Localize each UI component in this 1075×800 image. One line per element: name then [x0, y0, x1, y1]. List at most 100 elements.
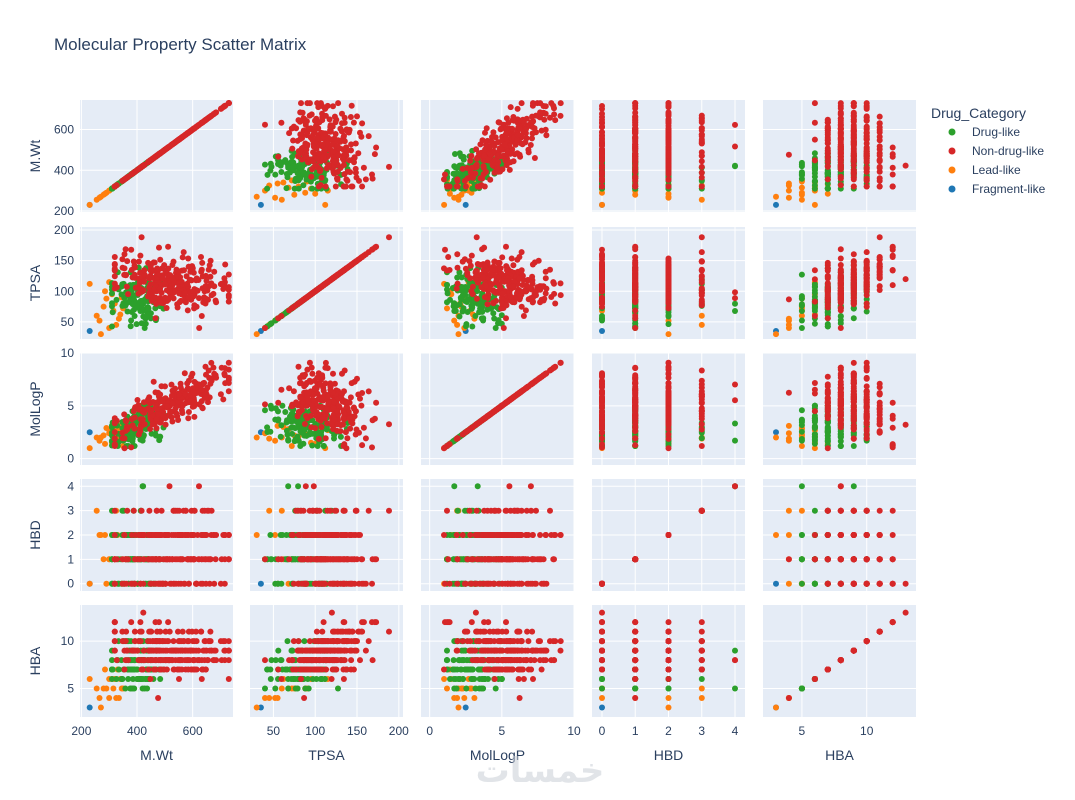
- data-point-non-drug-like[interactable]: [837, 182, 844, 189]
- data-point-non-drug-like[interactable]: [514, 256, 521, 263]
- data-point-non-drug-like[interactable]: [542, 290, 549, 297]
- data-point-non-drug-like[interactable]: [225, 388, 232, 395]
- data-point-non-drug-like[interactable]: [477, 141, 484, 148]
- data-point-non-drug-like[interactable]: [335, 100, 342, 107]
- data-point-non-drug-like[interactable]: [168, 381, 175, 388]
- data-point-drug-like[interactable]: [824, 185, 831, 192]
- data-point-non-drug-like[interactable]: [262, 401, 268, 408]
- data-point-non-drug-like[interactable]: [632, 155, 639, 162]
- data-point-non-drug-like[interactable]: [202, 117, 209, 124]
- data-point-non-drug-like[interactable]: [365, 388, 372, 395]
- data-point-non-drug-like[interactable]: [174, 304, 181, 311]
- data-point-drug-like[interactable]: [811, 163, 818, 170]
- data-point-non-drug-like[interactable]: [302, 371, 308, 378]
- data-point-non-drug-like[interactable]: [131, 425, 138, 432]
- data-point-non-drug-like[interactable]: [824, 176, 831, 183]
- data-point-non-drug-like[interactable]: [141, 267, 148, 274]
- data-point-non-drug-like[interactable]: [348, 183, 355, 190]
- data-point-drug-like[interactable]: [295, 185, 302, 192]
- data-point-non-drug-like[interactable]: [863, 268, 870, 274]
- data-point-drug-like[interactable]: [462, 284, 469, 290]
- data-point-non-drug-like[interactable]: [811, 157, 818, 164]
- data-point-non-drug-like[interactable]: [850, 162, 857, 169]
- data-point-non-drug-like[interactable]: [876, 124, 883, 131]
- data-point-non-drug-like[interactable]: [837, 100, 844, 107]
- data-point-non-drug-like[interactable]: [207, 380, 214, 387]
- data-point-non-drug-like[interactable]: [347, 169, 354, 176]
- data-point-non-drug-like[interactable]: [325, 278, 332, 285]
- data-point-non-drug-like[interactable]: [351, 259, 357, 266]
- data-point-non-drug-like[interactable]: [522, 288, 529, 295]
- data-point-non-drug-like[interactable]: [134, 397, 141, 403]
- data-point-non-drug-like[interactable]: [464, 175, 471, 182]
- data-point-non-drug-like[interactable]: [362, 176, 369, 183]
- data-point-non-drug-like[interactable]: [473, 161, 480, 168]
- data-point-drug-like[interactable]: [285, 437, 292, 444]
- data-point-non-drug-like[interactable]: [128, 266, 135, 273]
- data-point-non-drug-like[interactable]: [198, 254, 204, 260]
- data-point-non-drug-like[interactable]: [527, 142, 534, 148]
- data-point-non-drug-like[interactable]: [529, 273, 536, 280]
- data-point-non-drug-like[interactable]: [529, 113, 536, 120]
- data-point-non-drug-like[interactable]: [334, 143, 341, 149]
- data-point-non-drug-like[interactable]: [824, 315, 831, 322]
- data-point-non-drug-like[interactable]: [295, 363, 302, 370]
- data-point-non-drug-like[interactable]: [497, 126, 504, 133]
- data-point-non-drug-like[interactable]: [309, 370, 316, 377]
- data-point-lead-like[interactable]: [785, 315, 792, 322]
- data-point-non-drug-like[interactable]: [473, 155, 480, 162]
- data-point-non-drug-like[interactable]: [468, 288, 475, 295]
- data-point-non-drug-like[interactable]: [369, 417, 376, 424]
- data-point-fragment-like[interactable]: [462, 201, 469, 208]
- data-point-non-drug-like[interactable]: [785, 296, 792, 303]
- data-point-non-drug-like[interactable]: [339, 370, 345, 377]
- data-point-non-drug-like[interactable]: [141, 409, 148, 416]
- data-point-non-drug-like[interactable]: [489, 162, 496, 168]
- data-point-non-drug-like[interactable]: [542, 275, 549, 282]
- data-point-drug-like[interactable]: [289, 430, 296, 437]
- data-point-lead-like[interactable]: [100, 303, 107, 310]
- data-point-non-drug-like[interactable]: [303, 118, 310, 125]
- data-point-non-drug-like[interactable]: [824, 275, 831, 282]
- data-point-drug-like[interactable]: [292, 175, 299, 182]
- data-point-lead-like[interactable]: [280, 179, 287, 186]
- data-point-non-drug-like[interactable]: [876, 273, 883, 280]
- data-point-non-drug-like[interactable]: [157, 256, 164, 263]
- data-point-non-drug-like[interactable]: [811, 298, 818, 305]
- data-point-lead-like[interactable]: [312, 190, 319, 197]
- data-point-non-drug-like[interactable]: [850, 118, 857, 125]
- data-point-non-drug-like[interactable]: [481, 152, 488, 159]
- data-point-drug-like[interactable]: [463, 323, 469, 330]
- data-point-non-drug-like[interactable]: [599, 281, 605, 288]
- data-point-non-drug-like[interactable]: [454, 251, 461, 258]
- data-point-lead-like[interactable]: [698, 321, 705, 328]
- data-point-lead-like[interactable]: [97, 193, 104, 200]
- data-point-non-drug-like[interactable]: [824, 265, 831, 272]
- data-point-drug-like[interactable]: [460, 153, 467, 160]
- data-point-non-drug-like[interactable]: [168, 282, 175, 289]
- data-point-non-drug-like[interactable]: [312, 425, 319, 432]
- data-point-non-drug-like[interactable]: [665, 279, 672, 286]
- data-point-non-drug-like[interactable]: [322, 435, 329, 442]
- data-point-non-drug-like[interactable]: [518, 267, 525, 274]
- data-point-non-drug-like[interactable]: [296, 409, 303, 416]
- data-point-drug-like[interactable]: [297, 164, 304, 171]
- data-point-non-drug-like[interactable]: [510, 262, 517, 269]
- data-point-non-drug-like[interactable]: [518, 100, 525, 107]
- data-point-non-drug-like[interactable]: [165, 243, 172, 250]
- data-point-non-drug-like[interactable]: [351, 154, 358, 161]
- data-point-non-drug-like[interactable]: [732, 295, 738, 302]
- data-point-non-drug-like[interactable]: [468, 252, 475, 259]
- data-point-drug-like[interactable]: [275, 417, 282, 424]
- data-point-non-drug-like[interactable]: [442, 246, 448, 253]
- data-point-non-drug-like[interactable]: [519, 141, 526, 148]
- data-point-non-drug-like[interactable]: [850, 174, 857, 181]
- data-point-non-drug-like[interactable]: [185, 255, 192, 262]
- data-point-non-drug-like[interactable]: [373, 399, 380, 406]
- data-point-non-drug-like[interactable]: [162, 281, 169, 288]
- data-point-non-drug-like[interactable]: [122, 417, 129, 424]
- data-point-non-drug-like[interactable]: [824, 158, 831, 165]
- data-point-drug-like[interactable]: [837, 313, 844, 320]
- data-point-lead-like[interactable]: [785, 321, 792, 328]
- data-point-non-drug-like[interactable]: [218, 105, 225, 112]
